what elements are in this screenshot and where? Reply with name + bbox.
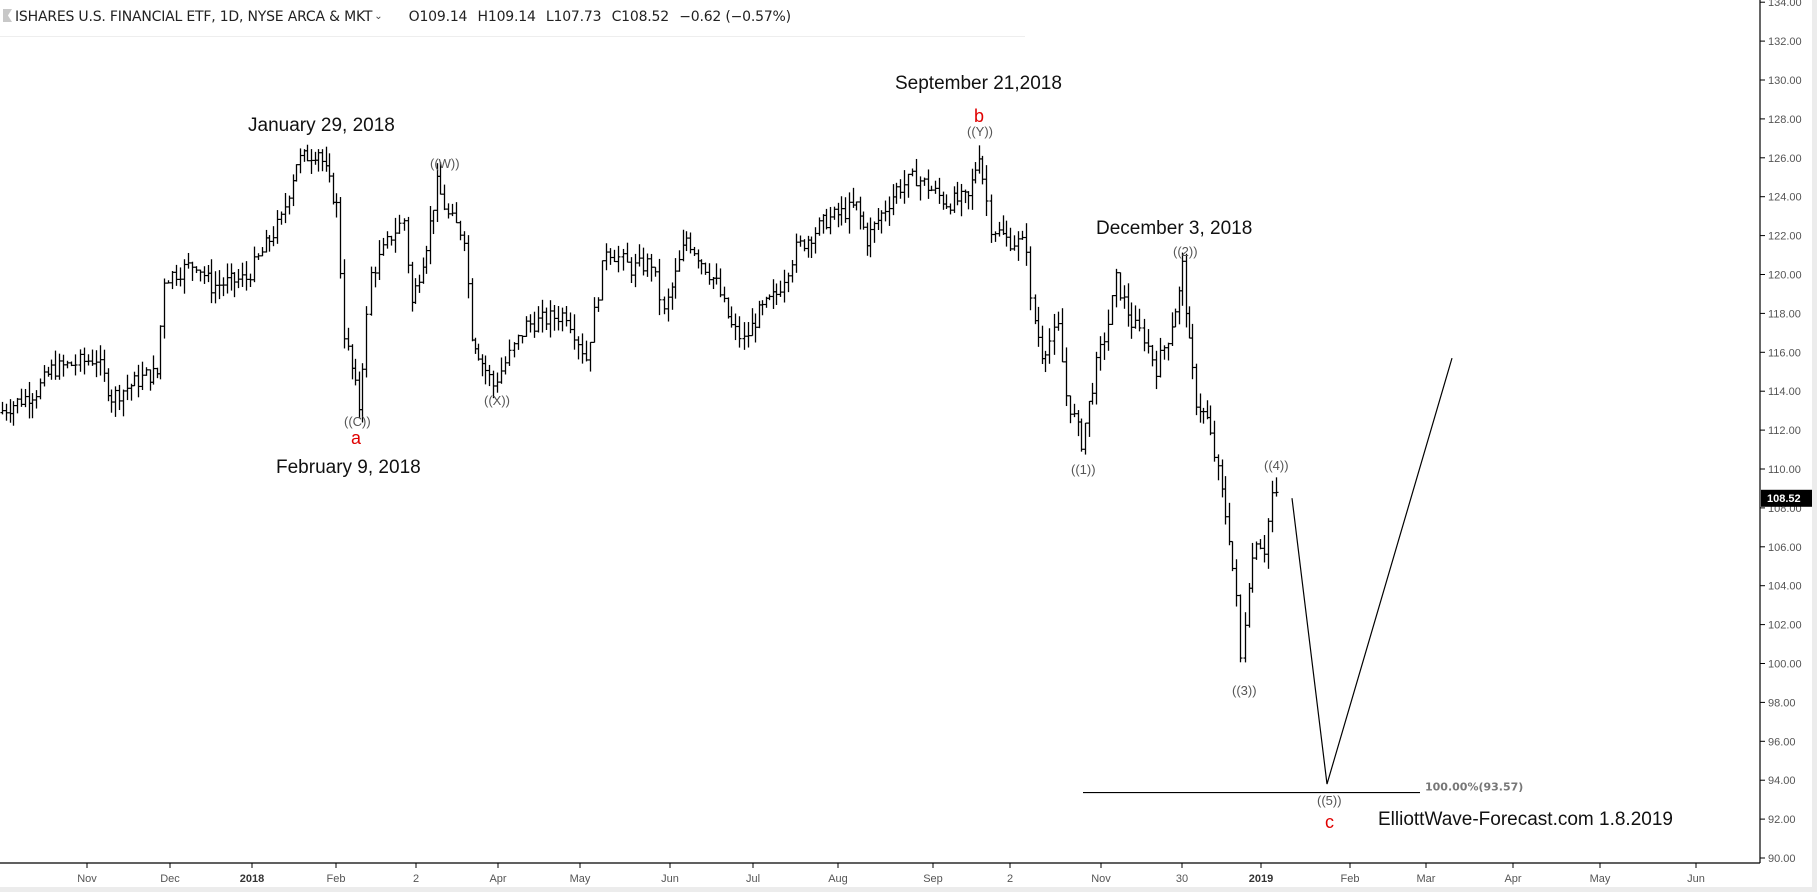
price-tick-label: 96.00 xyxy=(1768,736,1796,748)
bottom-gutter xyxy=(0,887,1817,892)
price-tick-label: 104.00 xyxy=(1768,581,1802,593)
close-value: C108.52 xyxy=(611,9,670,25)
price-axis[interactable]: 134.00 132.00 130.00 128.00 126.00 124.00 122.… xyxy=(1760,0,1802,865)
price-tick-label: 130.00 xyxy=(1768,75,1802,87)
date-tick-label: 30 xyxy=(1176,873,1188,885)
annotation-sep21: September 21,2018 xyxy=(895,73,1062,94)
wave-label-X: ((X)) xyxy=(484,393,510,408)
price-tick-label: 122.00 xyxy=(1768,231,1802,243)
price-tick-label: 94.00 xyxy=(1768,775,1796,787)
price-tick-label: 114.00 xyxy=(1768,386,1801,398)
flag-icon[interactable] xyxy=(3,9,12,22)
price-tick-label: 134.00 xyxy=(1768,0,1802,9)
low-value: L107.73 xyxy=(545,9,602,25)
degree-label-b: b xyxy=(974,106,984,126)
wave-label-3: ((3)) xyxy=(1232,683,1257,698)
symbol-title[interactable]: ISHARES U.S. FINANCIAL ETF, 1D, NYSE ARC… xyxy=(15,9,373,25)
date-tick-label: Nov xyxy=(77,873,97,885)
date-tick-label: May xyxy=(1590,873,1611,885)
wave-label-W: ((W)) xyxy=(430,156,460,171)
wave-projection xyxy=(1291,357,1453,785)
date-tick-label: Feb xyxy=(327,873,346,885)
wave-label-C: ((C)) xyxy=(344,414,371,429)
date-tick-label: Jun xyxy=(1687,873,1705,885)
price-tick-label: 100.00 xyxy=(1768,659,1802,671)
degree-label-a: a xyxy=(351,428,362,448)
right-gutter xyxy=(1812,0,1817,892)
time-axis[interactable]: Nov Dec 2018 Feb 2 Apr May Jun Jul Aug Sep 2 Nov 30 20… xyxy=(77,863,1705,885)
price-tick-label: 124.00 xyxy=(1768,192,1802,204)
wave-label-5: ((5)) xyxy=(1317,793,1342,808)
date-tick-label: Sep xyxy=(923,873,943,885)
symbol-header: ISHARES U.S. FINANCIAL ETF, 1D, NYSE ARC… xyxy=(0,0,1025,37)
date-tick-label: Jun xyxy=(661,873,679,885)
watermark: ElliottWave-Forecast.com 1.8.2019 xyxy=(1378,809,1673,830)
wave-label-1: ((1)) xyxy=(1071,462,1096,477)
price-tick-label: 98.00 xyxy=(1768,697,1796,709)
price-tick-label: 102.00 xyxy=(1768,620,1802,632)
annotation-jan29: January 29, 2018 xyxy=(248,115,395,136)
price-tick-label: 110.00 xyxy=(1768,464,1801,476)
date-tick-label: 2018 xyxy=(240,873,264,885)
date-tick-label: 2019 xyxy=(1249,873,1273,885)
date-tick-label: Feb xyxy=(1341,873,1360,885)
degree-label-c: c xyxy=(1325,812,1334,832)
chevron-down-icon[interactable]: ⌄ xyxy=(374,11,383,22)
date-tick-label: Apr xyxy=(1504,873,1521,885)
last-price-value: 108.52 xyxy=(1767,493,1801,505)
date-tick-label: May xyxy=(570,873,591,885)
price-tick-label: 106.00 xyxy=(1768,542,1802,554)
date-tick-label: 2 xyxy=(413,873,419,885)
ohlc-values: O109.14 H109.14 L107.73 C108.52 −0.62 (−… xyxy=(409,9,797,25)
date-tick-label: Apr xyxy=(489,873,506,885)
change-value: −0.62 (−0.57%) xyxy=(679,9,791,25)
price-tick-label: 92.00 xyxy=(1768,814,1796,826)
ohlc-bars xyxy=(0,144,1279,663)
high-value: H109.14 xyxy=(477,9,536,25)
price-tick-label: 118.00 xyxy=(1768,308,1801,320)
annotation-dec3: December 3, 2018 xyxy=(1096,218,1252,239)
price-tick-label: 116.00 xyxy=(1768,347,1801,359)
price-tick-label: 126.00 xyxy=(1768,153,1802,165)
price-tick-label: 120.00 xyxy=(1768,270,1802,282)
price-tick-label: 132.00 xyxy=(1768,36,1802,48)
price-tick-label: 112.00 xyxy=(1768,425,1801,437)
annotation-feb9: February 9, 2018 xyxy=(276,457,421,478)
last-price-badge xyxy=(1761,489,1812,507)
wave-label-2: ((2)) xyxy=(1173,244,1198,259)
date-tick-label: Jul xyxy=(746,873,760,885)
date-tick-label: Nov xyxy=(1091,873,1111,885)
date-tick-label: Aug xyxy=(828,873,848,885)
date-tick-label: 2 xyxy=(1007,873,1013,885)
price-tick-label: 90.00 xyxy=(1768,853,1796,865)
date-tick-label: Dec xyxy=(160,873,180,885)
date-tick-label: Mar xyxy=(1417,873,1436,885)
price-tick-label: 128.00 xyxy=(1768,114,1802,126)
wave-label-4: ((4)) xyxy=(1264,458,1289,473)
wave-label-Y: ((Y)) xyxy=(967,124,993,139)
fib-level-label: 100.00%(93.57) xyxy=(1425,781,1523,794)
open-value: O109.14 xyxy=(408,9,468,25)
